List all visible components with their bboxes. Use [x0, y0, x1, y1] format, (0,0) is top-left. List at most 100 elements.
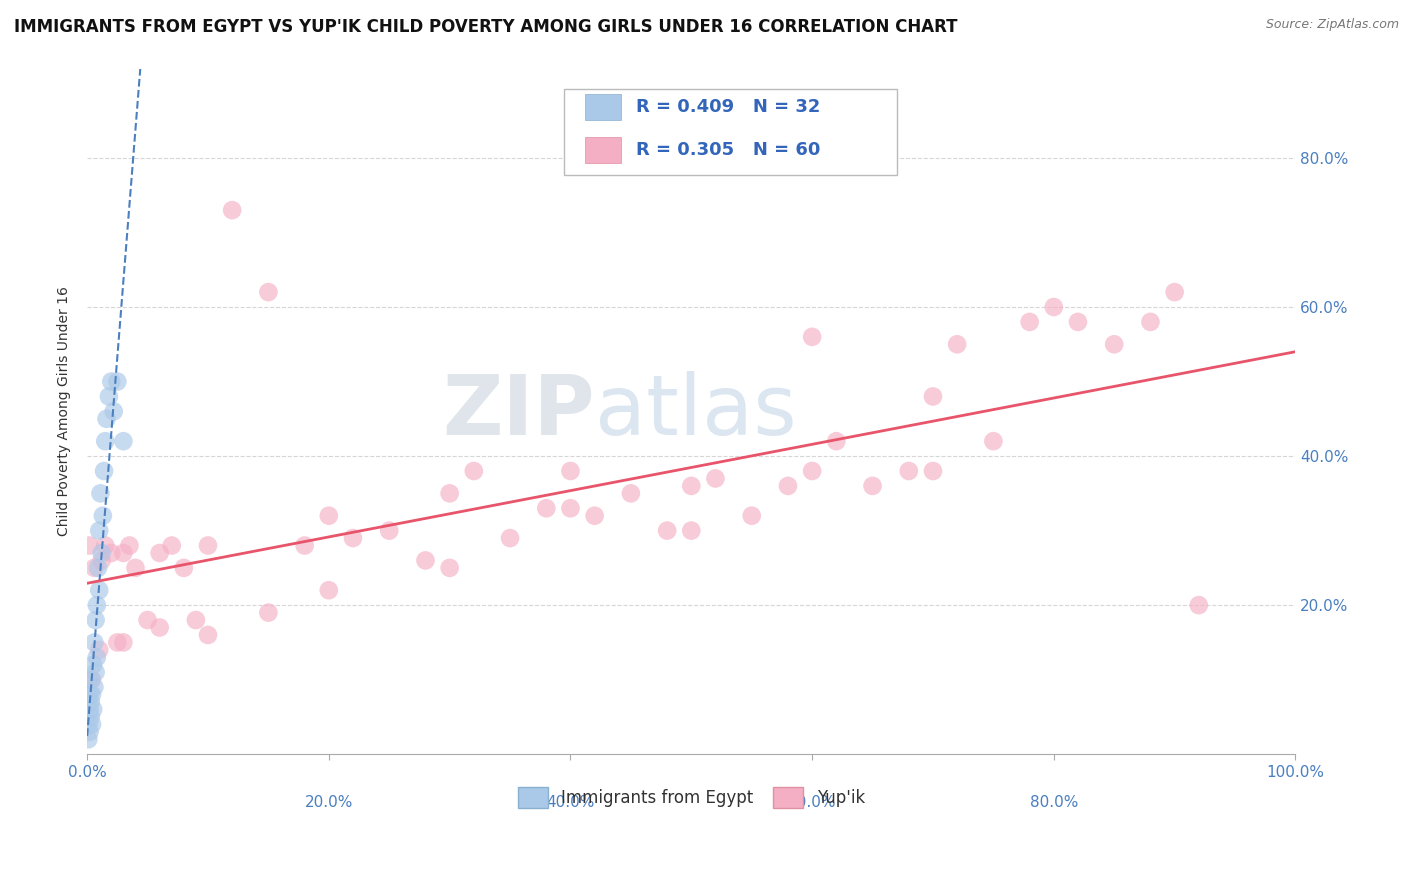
Bar: [585, 94, 621, 120]
Point: [197, 539, 219, 553]
Point: [103, 404, 125, 418]
Point: [149, 546, 172, 560]
Text: Source: ZipAtlas.com: Source: ZipAtlas.com: [1265, 18, 1399, 31]
Point: [173, 561, 195, 575]
Point: [112, 635, 135, 649]
Point: [79, 702, 101, 716]
Point: [342, 531, 364, 545]
Point: [80, 717, 103, 731]
Point: [801, 330, 824, 344]
Point: [80, 673, 103, 687]
Point: [897, 464, 920, 478]
Point: [79, 539, 101, 553]
Point: [776, 479, 799, 493]
Text: 40.0%: 40.0%: [547, 796, 595, 810]
Text: 60.0%: 60.0%: [787, 796, 837, 810]
Point: [922, 464, 945, 478]
Text: IMMIGRANTS FROM EGYPT VS YUP'IK CHILD POVERTY AMONG GIRLS UNDER 16 CORRELATION C: IMMIGRANTS FROM EGYPT VS YUP'IK CHILD PO…: [14, 18, 957, 36]
Point: [983, 434, 1005, 449]
Point: [922, 389, 945, 403]
Point: [704, 471, 727, 485]
Point: [439, 486, 461, 500]
Point: [318, 508, 340, 523]
Point: [112, 546, 135, 560]
Point: [89, 643, 111, 657]
Point: [184, 613, 207, 627]
Point: [318, 583, 340, 598]
Point: [80, 710, 103, 724]
Point: [100, 546, 122, 560]
Point: [560, 464, 582, 478]
Point: [83, 680, 105, 694]
Point: [82, 657, 104, 672]
Point: [1043, 300, 1066, 314]
Point: [82, 702, 104, 716]
Point: [1102, 337, 1125, 351]
Point: [84, 613, 107, 627]
Point: [499, 531, 522, 545]
Point: [620, 486, 643, 500]
Text: atlas: atlas: [595, 371, 796, 452]
Point: [160, 539, 183, 553]
Point: [1067, 315, 1090, 329]
Text: ZIP: ZIP: [441, 371, 595, 452]
Point: [77, 732, 100, 747]
Point: [257, 285, 280, 299]
Point: [378, 524, 401, 538]
Point: [77, 717, 100, 731]
Point: [91, 508, 114, 523]
Legend: Immigrants from Egypt, Yup'ik: Immigrants from Egypt, Yup'ik: [510, 780, 872, 814]
Point: [439, 561, 461, 575]
Bar: [585, 137, 621, 163]
Point: [946, 337, 969, 351]
Point: [1139, 315, 1161, 329]
Y-axis label: Child Poverty Among Girls Under 16: Child Poverty Among Girls Under 16: [58, 286, 72, 536]
Point: [655, 524, 678, 538]
Text: R = 0.409   N = 32: R = 0.409 N = 32: [636, 98, 820, 116]
Point: [294, 539, 316, 553]
Text: 20.0%: 20.0%: [305, 796, 353, 810]
Point: [94, 434, 117, 449]
Point: [96, 412, 118, 426]
Point: [415, 553, 437, 567]
Point: [89, 524, 111, 538]
Point: [83, 561, 105, 575]
Point: [257, 606, 280, 620]
Point: [89, 583, 111, 598]
Point: [86, 598, 108, 612]
Point: [83, 635, 105, 649]
Point: [93, 464, 115, 478]
Point: [1018, 315, 1040, 329]
Point: [80, 688, 103, 702]
Point: [136, 613, 159, 627]
Point: [105, 635, 128, 649]
FancyBboxPatch shape: [564, 89, 897, 175]
Point: [80, 673, 103, 687]
Point: [463, 464, 485, 478]
Text: R = 0.305   N = 60: R = 0.305 N = 60: [636, 141, 820, 159]
Point: [825, 434, 848, 449]
Point: [681, 524, 703, 538]
Point: [105, 375, 128, 389]
Point: [90, 553, 112, 567]
Point: [862, 479, 884, 493]
Point: [681, 479, 703, 493]
Point: [94, 539, 117, 553]
Point: [86, 650, 108, 665]
Point: [112, 434, 135, 449]
Point: [84, 665, 107, 680]
Point: [1188, 598, 1211, 612]
Point: [97, 389, 120, 403]
Point: [149, 620, 172, 634]
Point: [221, 203, 243, 218]
Point: [560, 501, 582, 516]
Point: [100, 375, 122, 389]
Point: [1163, 285, 1185, 299]
Point: [87, 561, 110, 575]
Point: [801, 464, 824, 478]
Point: [90, 546, 112, 560]
Point: [89, 486, 111, 500]
Point: [583, 508, 606, 523]
Point: [197, 628, 219, 642]
Point: [79, 724, 101, 739]
